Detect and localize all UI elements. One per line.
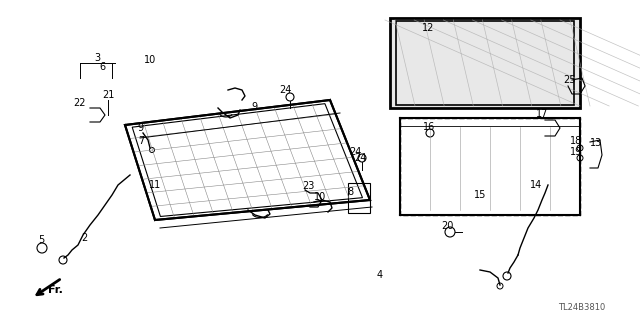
Text: 11: 11 [149, 180, 161, 190]
Text: 12: 12 [422, 23, 434, 33]
Text: 25: 25 [564, 75, 576, 85]
Text: 10: 10 [314, 192, 326, 202]
Text: 4: 4 [377, 270, 383, 280]
Text: 24: 24 [349, 147, 361, 157]
Text: 16: 16 [423, 122, 435, 132]
Text: 8: 8 [347, 187, 353, 197]
Text: 17: 17 [536, 109, 548, 119]
Text: 24: 24 [279, 85, 291, 95]
Text: 5: 5 [38, 235, 44, 245]
Text: 9: 9 [137, 123, 143, 133]
Text: 20: 20 [441, 221, 453, 231]
Text: 15: 15 [474, 190, 486, 200]
Text: TL24B3810: TL24B3810 [557, 303, 605, 312]
Text: 18: 18 [570, 136, 582, 146]
Text: 21: 21 [102, 90, 114, 100]
Polygon shape [390, 18, 580, 108]
Text: Fr.: Fr. [47, 285, 63, 295]
Text: 7: 7 [138, 136, 144, 146]
Text: 22: 22 [74, 98, 86, 108]
Text: 6: 6 [99, 62, 105, 72]
Text: 14: 14 [530, 180, 542, 190]
Text: 24: 24 [354, 153, 366, 163]
Text: 19: 19 [570, 147, 582, 157]
Text: 23: 23 [302, 181, 314, 191]
Text: 9: 9 [251, 102, 257, 112]
Text: 13: 13 [590, 138, 602, 148]
Bar [348, 183, 370, 213]
Text: 2: 2 [81, 233, 87, 243]
Text: 10: 10 [144, 55, 156, 65]
Text: 3: 3 [94, 53, 100, 63]
